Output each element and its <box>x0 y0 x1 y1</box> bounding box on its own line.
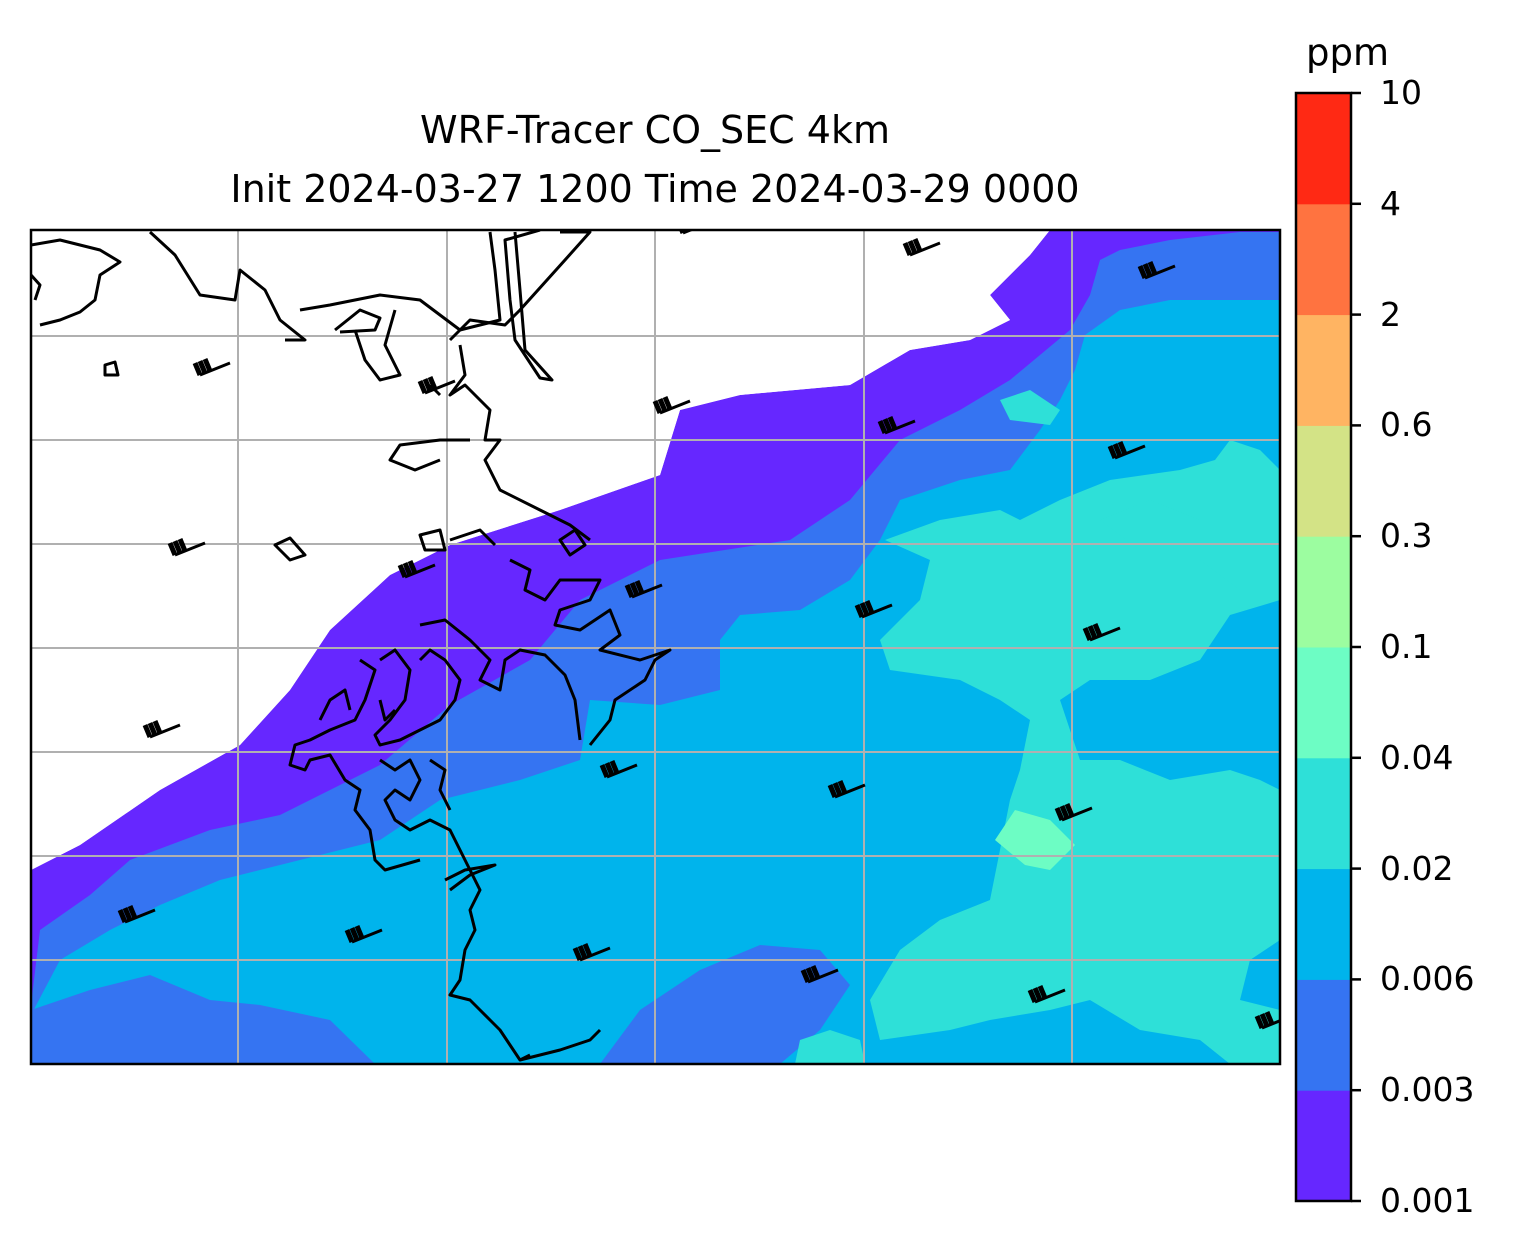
colorbar-tick-label: 0.04 <box>1380 737 1454 777</box>
map-frame <box>29 228 1282 1066</box>
colorbar-tick-label: 2 <box>1380 294 1401 334</box>
map-gridlines <box>31 230 1280 1064</box>
contour-band-0.02-top <box>1000 390 1060 425</box>
colorbar-band <box>1296 757 1351 870</box>
colorbar-tick-label: 0.1 <box>1380 627 1433 666</box>
colorbar <box>1294 91 1361 1203</box>
colorbar-band <box>1296 425 1351 537</box>
colorbar-band <box>1296 647 1351 759</box>
no-data-region <box>31 230 1050 870</box>
colorbar-band <box>1296 868 1351 980</box>
chart-title-line1: WRF-Tracer CO_SEC 4km <box>420 108 890 152</box>
colorbar-band <box>1296 536 1351 648</box>
colorbar-unit-label: ppm <box>1306 31 1390 74</box>
contour-band-0.02-bottom <box>795 1030 865 1064</box>
colorbar-band <box>1296 203 1351 316</box>
colorbar-tick-label: 4 <box>1380 183 1401 223</box>
colorbar-tick-label: 10 <box>1380 73 1422 112</box>
contour-band-0.006 <box>31 300 1280 1064</box>
colorbar-tick-label: 0.003 <box>1380 1070 1475 1110</box>
contour-band-0.003-lower <box>31 975 375 1064</box>
map-area <box>31 230 1280 1064</box>
colorbar-tick-label: 0.001 <box>1380 1181 1475 1220</box>
colorbar-band <box>1296 93 1351 205</box>
colorbar-band <box>1296 979 1351 1091</box>
colorbar-tick-label: 0.6 <box>1380 405 1433 445</box>
chart-title-line2: Init 2024-03-27 1200 Time 2024-03-29 000… <box>230 167 1080 211</box>
colorbar-tick-label: 0.02 <box>1380 848 1454 888</box>
coastlines <box>31 230 672 1062</box>
colorbar-tick-label: 0.006 <box>1380 959 1475 999</box>
colorbar-band <box>1296 314 1351 426</box>
contour-band-0.003-bottom <box>600 945 850 1064</box>
colorbar-tick-label: 0.3 <box>1380 516 1433 556</box>
colorbar-band <box>1296 1090 1351 1202</box>
